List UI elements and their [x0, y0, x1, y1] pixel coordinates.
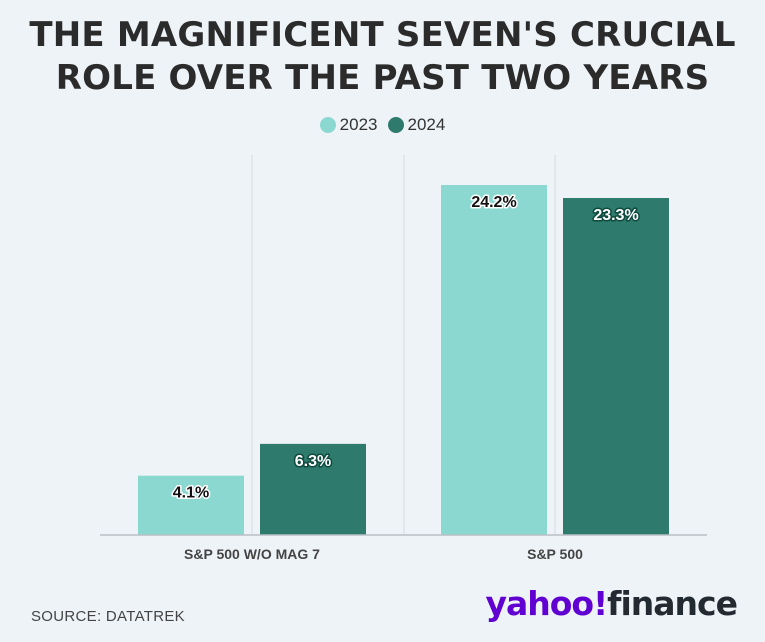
data-label-2024-cat-1: 23.3%: [593, 207, 638, 224]
chart-title-line-1: THE MAGNIFICENT SEVEN'S CRUCIAL: [29, 15, 736, 55]
x-tick-label-0: S&P 500 W/O MAG 7: [184, 546, 320, 562]
bar-2024-cat-0: [260, 443, 366, 535]
chart-title: THE MAGNIFICENT SEVEN'S CRUCIAL ROLE OVE…: [0, 14, 765, 100]
data-label-2023-cat-0: 4.1%: [173, 485, 209, 502]
bar-2023-cat-0: [138, 475, 244, 535]
legend: 2023 2024: [0, 115, 765, 135]
yahoo-finance-logo: yahoo!finance: [485, 584, 738, 624]
legend-item-2023: 2023: [319, 115, 378, 135]
legend-swatch-2023: [319, 117, 336, 133]
bar-2024-cat-1: [563, 198, 669, 535]
data-label-2023-cat-1: 24.2%: [471, 194, 516, 211]
bar-2023-cat-1: [441, 185, 547, 535]
legend-swatch-2024: [387, 117, 404, 133]
logo-yahoo-text: yahoo!: [485, 584, 608, 623]
x-tick-label-1: S&P 500: [527, 546, 583, 562]
legend-item-2024: 2024: [387, 115, 446, 135]
logo-finance-text: finance: [607, 584, 738, 623]
legend-label-2023: 2023: [339, 115, 378, 134]
chart-title-line-2: ROLE OVER THE PAST TWO YEARS: [55, 58, 710, 98]
data-label-2024-cat-0: 6.3%: [295, 453, 331, 470]
source-note: SOURCE: DATATREK: [31, 608, 185, 625]
legend-label-2024: 2024: [407, 115, 446, 134]
